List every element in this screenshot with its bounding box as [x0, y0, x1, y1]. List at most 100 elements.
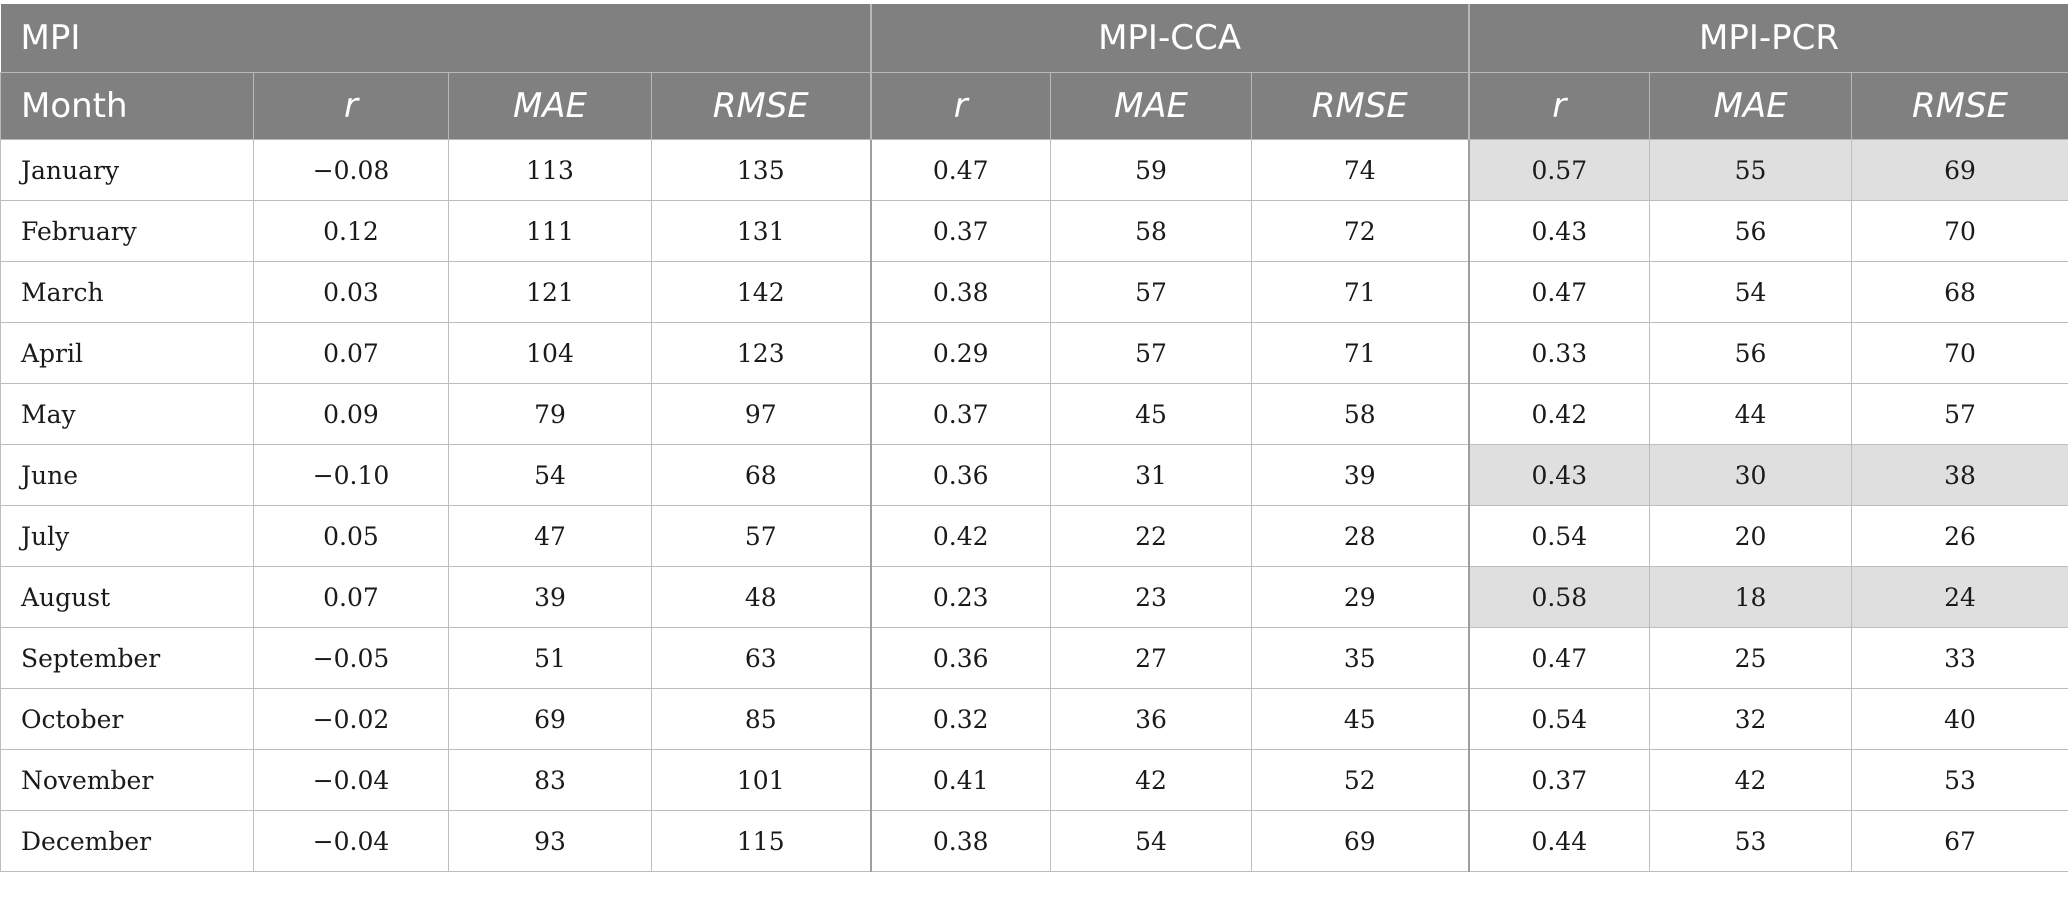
value-cell: 85 — [651, 688, 871, 750]
value-cell: 0.07 — [253, 322, 449, 384]
group-header-mpi: MPI — [0, 4, 871, 73]
value-cell: 31 — [1050, 444, 1252, 506]
value-cell: 56 — [1649, 322, 1853, 384]
value-cell: 0.36 — [869, 627, 1051, 689]
value-cell: 68 — [1851, 261, 2068, 323]
value-cell: 0.23 — [869, 566, 1051, 628]
value-cell: −0.10 — [253, 444, 449, 506]
value-cell: 0.43 — [1467, 444, 1651, 506]
value-cell: 69 — [1851, 139, 2068, 201]
value-cell: 72 — [1250, 200, 1470, 262]
column-header-row: Month r MAE RMSE r MAE RMSE r MAE RMSE — [0, 72, 2068, 140]
value-cell: 0.47 — [869, 139, 1051, 201]
results-table-container: MPI MPI-CCA MPI-PCR Month r MAE RMSE r M… — [0, 4, 2068, 872]
column-header-r: r — [1467, 72, 1651, 140]
value-cell: 42 — [1649, 749, 1853, 811]
value-cell: 71 — [1250, 261, 1470, 323]
value-cell: 0.57 — [1467, 139, 1651, 201]
value-cell: 121 — [448, 261, 652, 323]
value-cell: 0.44 — [1467, 810, 1651, 872]
month-cell: December — [0, 810, 254, 872]
metrics-table: MPI MPI-CCA MPI-PCR Month r MAE RMSE r M… — [0, 4, 2068, 872]
value-cell: 135 — [651, 139, 871, 201]
value-cell: 23 — [1050, 566, 1252, 628]
value-cell: 111 — [448, 200, 652, 262]
table-row: August 0.07 39 48 0.23 23 29 0.58 18 24 — [0, 566, 2068, 628]
value-cell: 0.47 — [1467, 261, 1651, 323]
value-cell: 0.32 — [869, 688, 1051, 750]
value-cell: 55 — [1649, 139, 1853, 201]
value-cell: 54 — [448, 444, 652, 506]
value-cell: 113 — [448, 139, 652, 201]
value-cell: 63 — [651, 627, 871, 689]
value-cell: 25 — [1649, 627, 1853, 689]
value-cell: 71 — [1250, 322, 1470, 384]
value-cell: 54 — [1050, 810, 1252, 872]
value-cell: 0.05 — [253, 505, 449, 567]
value-cell: 0.58 — [1467, 566, 1651, 628]
value-cell: 142 — [651, 261, 871, 323]
value-cell: 27 — [1050, 627, 1252, 689]
value-cell: 48 — [651, 566, 871, 628]
table-body: January −0.08 113 135 0.47 59 74 0.57 55 69 Februa… — [0, 139, 2068, 872]
value-cell: 0.07 — [253, 566, 449, 628]
value-cell: 70 — [1851, 200, 2068, 262]
month-cell: February — [0, 200, 254, 262]
table-row: September −0.05 51 63 0.36 27 35 0.47 25 33 — [0, 627, 2068, 689]
group-header-mpi-pcr: MPI-PCR — [1467, 4, 2068, 73]
table-row: January −0.08 113 135 0.47 59 74 0.57 55 69 — [0, 139, 2068, 201]
value-cell: 0.41 — [869, 749, 1051, 811]
value-cell: 74 — [1250, 139, 1470, 201]
value-cell: 0.38 — [869, 261, 1051, 323]
table-row: March 0.03 121 142 0.38 57 71 0.47 54 68 — [0, 261, 2068, 323]
value-cell: 57 — [651, 505, 871, 567]
value-cell: 131 — [651, 200, 871, 262]
value-cell: 28 — [1250, 505, 1470, 567]
value-cell: 54 — [1649, 261, 1853, 323]
month-cell: January — [0, 139, 254, 201]
value-cell: 0.29 — [869, 322, 1051, 384]
value-cell: 39 — [1250, 444, 1470, 506]
value-cell: 33 — [1851, 627, 2068, 689]
value-cell: 22 — [1050, 505, 1252, 567]
table-row: June −0.10 54 68 0.36 31 39 0.43 30 38 — [0, 444, 2068, 506]
table-row: May 0.09 79 97 0.37 45 58 0.42 44 57 — [0, 383, 2068, 445]
value-cell: 29 — [1250, 566, 1470, 628]
value-cell: 42 — [1050, 749, 1252, 811]
month-cell: March — [0, 261, 254, 323]
value-cell: 30 — [1649, 444, 1853, 506]
month-cell: October — [0, 688, 254, 750]
value-cell: 101 — [651, 749, 871, 811]
value-cell: 0.43 — [1467, 200, 1651, 262]
value-cell: −0.04 — [253, 810, 449, 872]
column-header-mae: MAE — [1050, 72, 1252, 140]
value-cell: 51 — [448, 627, 652, 689]
value-cell: 0.37 — [1467, 749, 1651, 811]
value-cell: 45 — [1050, 383, 1252, 445]
value-cell: 104 — [448, 322, 652, 384]
column-header-mae: MAE — [1649, 72, 1853, 140]
value-cell: 24 — [1851, 566, 2068, 628]
table-row: July 0.05 47 57 0.42 22 28 0.54 20 26 — [0, 505, 2068, 567]
group-header-mpi-cca: MPI-CCA — [869, 4, 1469, 73]
value-cell: 58 — [1250, 383, 1470, 445]
value-cell: 0.37 — [869, 383, 1051, 445]
value-cell: 97 — [651, 383, 871, 445]
value-cell: 67 — [1851, 810, 2068, 872]
table-row: December −0.04 93 115 0.38 54 69 0.44 53 67 — [0, 810, 2068, 872]
value-cell: 45 — [1250, 688, 1470, 750]
value-cell: 57 — [1851, 383, 2068, 445]
value-cell: 0.54 — [1467, 505, 1651, 567]
column-header-mae: MAE — [448, 72, 652, 140]
month-cell: May — [0, 383, 254, 445]
month-cell: June — [0, 444, 254, 506]
column-header-rmse: RMSE — [651, 72, 871, 140]
value-cell: 79 — [448, 383, 652, 445]
value-cell: 68 — [651, 444, 871, 506]
value-cell: 47 — [448, 505, 652, 567]
column-header-r: r — [869, 72, 1051, 140]
value-cell: 26 — [1851, 505, 2068, 567]
column-header-r: r — [253, 72, 449, 140]
month-cell: July — [0, 505, 254, 567]
value-cell: 69 — [1250, 810, 1470, 872]
